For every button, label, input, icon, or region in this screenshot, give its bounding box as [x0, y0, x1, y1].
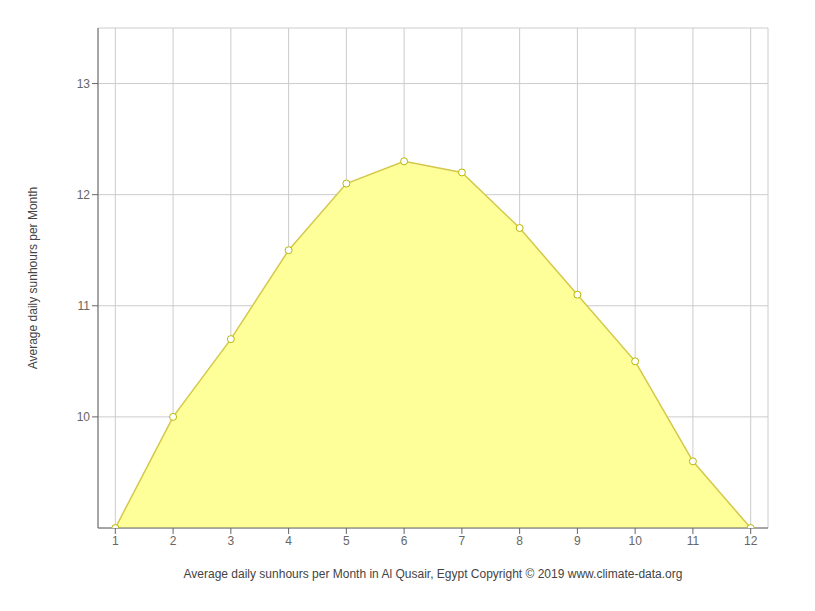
- svg-text:6: 6: [401, 534, 408, 548]
- svg-text:8: 8: [516, 534, 523, 548]
- svg-text:7: 7: [459, 534, 466, 548]
- svg-text:11: 11: [78, 299, 91, 313]
- svg-text:13: 13: [77, 77, 91, 91]
- svg-text:Average daily sunhours per Mon: Average daily sunhours per Month in Al Q…: [184, 567, 683, 581]
- svg-text:1: 1: [112, 534, 119, 548]
- svg-text:3: 3: [228, 534, 235, 548]
- svg-text:5: 5: [343, 534, 350, 548]
- svg-text:12: 12: [77, 188, 91, 202]
- svg-text:9: 9: [574, 534, 581, 548]
- svg-text:2: 2: [170, 534, 177, 548]
- svg-text:10: 10: [77, 410, 91, 424]
- svg-text:11: 11: [687, 534, 700, 548]
- svg-text:Average daily sunhours per Mon: Average daily sunhours per Month: [26, 187, 40, 370]
- svg-text:4: 4: [285, 534, 292, 548]
- svg-text:10: 10: [628, 534, 642, 548]
- svg-text:12: 12: [744, 534, 758, 548]
